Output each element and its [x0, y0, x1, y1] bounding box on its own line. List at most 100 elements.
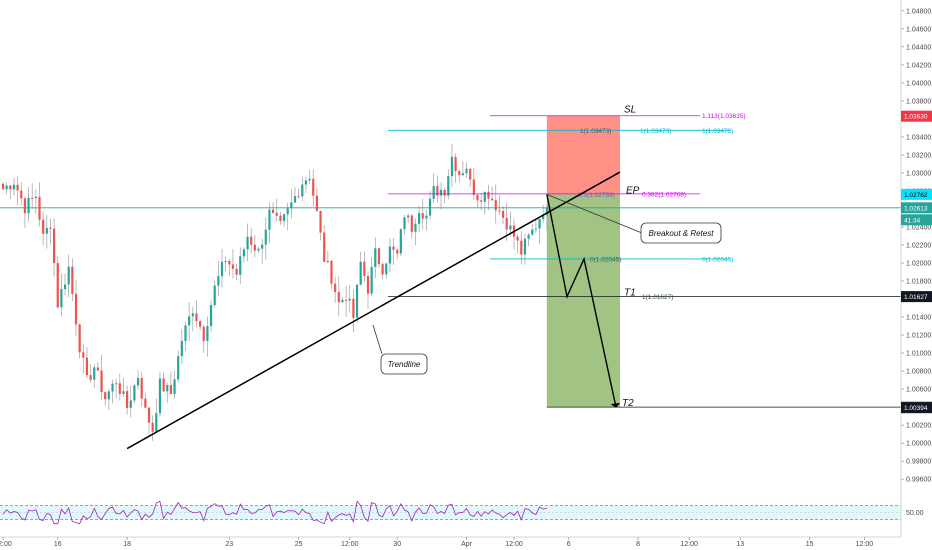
- candle-body[interactable]: [27, 197, 30, 214]
- candle-body[interactable]: [272, 209, 275, 213]
- breakout-callout-box[interactable]: [640, 222, 722, 244]
- candle-body[interactable]: [407, 215, 410, 218]
- candle-body[interactable]: [392, 246, 395, 250]
- candle-body[interactable]: [162, 378, 165, 392]
- candle-body[interactable]: [118, 383, 121, 394]
- candle-body[interactable]: [476, 194, 479, 201]
- candle-body[interactable]: [115, 383, 118, 385]
- candle-body[interactable]: [5, 185, 8, 190]
- candle-body[interactable]: [286, 208, 289, 215]
- candle-body[interactable]: [144, 398, 147, 408]
- candle-body[interactable]: [209, 305, 213, 326]
- candle-body[interactable]: [334, 283, 337, 293]
- candle-body[interactable]: [498, 210, 501, 212]
- candle-body[interactable]: [12, 184, 16, 190]
- candle-body[interactable]: [155, 413, 158, 432]
- candle-body[interactable]: [534, 228, 537, 230]
- candle-body[interactable]: [282, 214, 286, 221]
- trendline-callout-box[interactable]: [380, 353, 428, 375]
- candle-body[interactable]: [469, 168, 472, 180]
- candle-body[interactable]: [527, 234, 530, 239]
- candle-body[interactable]: [516, 236, 519, 241]
- candle-body[interactable]: [45, 227, 48, 234]
- candle-body[interactable]: [545, 207, 548, 216]
- candle-body[interactable]: [461, 173, 464, 176]
- trendline[interactable]: [126, 171, 621, 450]
- candle-body[interactable]: [213, 285, 216, 306]
- candle-body[interactable]: [180, 340, 183, 357]
- candle-body[interactable]: [242, 249, 245, 257]
- candle-body[interactable]: [133, 385, 136, 401]
- candle-body[interactable]: [49, 227, 52, 229]
- candle-body[interactable]: [82, 352, 85, 358]
- candle-body[interactable]: [107, 391, 110, 400]
- candle-body[interactable]: [542, 215, 545, 220]
- candle-body[interactable]: [290, 202, 293, 209]
- candle-body[interactable]: [443, 189, 446, 196]
- candle-body[interactable]: [381, 264, 384, 275]
- candle-body[interactable]: [439, 189, 443, 196]
- candle-body[interactable]: [520, 240, 523, 255]
- candle-body[interactable]: [458, 171, 461, 176]
- candle-body[interactable]: [538, 219, 541, 229]
- candle-body[interactable]: [100, 370, 103, 393]
- candle-body[interactable]: [399, 229, 402, 254]
- candle-body[interactable]: [126, 391, 129, 408]
- candle-body[interactable]: [377, 248, 381, 265]
- candle-body[interactable]: [228, 261, 231, 265]
- candle-body[interactable]: [23, 198, 26, 214]
- candle-body[interactable]: [447, 176, 450, 196]
- candle-body[interactable]: [89, 375, 92, 380]
- candle-body[interactable]: [414, 223, 417, 232]
- price-tag[interactable]: [901, 110, 932, 122]
- candle-body[interactable]: [319, 210, 322, 233]
- candle-body[interactable]: [250, 236, 253, 245]
- drawings[interactable]: 1.113(1.03635) 1(1.03473) 1(1.03473) 1(1.03…: [0, 105, 901, 450]
- candle-body[interactable]: [326, 260, 329, 262]
- candle-body[interactable]: [78, 324, 81, 353]
- candle-body[interactable]: [16, 184, 19, 191]
- candle-body[interactable]: [330, 260, 333, 284]
- candle-body[interactable]: [63, 284, 67, 290]
- candle-body[interactable]: [315, 195, 318, 211]
- candle-body[interactable]: [403, 217, 406, 230]
- candle-body[interactable]: [199, 321, 202, 327]
- candle-body[interactable]: [432, 186, 435, 199]
- candle-body[interactable]: [111, 383, 114, 392]
- candle-body[interactable]: [304, 180, 308, 185]
- candle-body[interactable]: [136, 378, 140, 386]
- candle-body[interactable]: [388, 246, 391, 264]
- candle-body[interactable]: [122, 391, 125, 394]
- candle-body[interactable]: [38, 196, 41, 220]
- candle-body[interactable]: [1, 183, 5, 190]
- candle-body[interactable]: [257, 248, 260, 251]
- candle-body[interactable]: [71, 266, 74, 294]
- candle-body[interactable]: [323, 232, 326, 262]
- rsi-pane[interactable]: 50.00: [0, 500, 924, 525]
- candle-body[interactable]: [275, 212, 278, 216]
- price-tag[interactable]: [901, 202, 932, 214]
- candle-body[interactable]: [268, 209, 271, 230]
- candle-body[interactable]: [158, 378, 162, 414]
- price-tag[interactable]: [901, 214, 932, 226]
- candle-body[interactable]: [195, 313, 198, 322]
- candle-body[interactable]: [147, 407, 151, 423]
- candle-body[interactable]: [494, 200, 497, 211]
- candle-body[interactable]: [104, 392, 107, 400]
- candle-body[interactable]: [217, 276, 220, 286]
- candle-body[interactable]: [491, 198, 494, 201]
- candle-body[interactable]: [202, 326, 205, 341]
- candle-body[interactable]: [42, 219, 45, 234]
- candle-body[interactable]: [239, 256, 242, 275]
- candle-body[interactable]: [166, 385, 169, 392]
- candle-body[interactable]: [505, 217, 508, 230]
- candle-body[interactable]: [74, 293, 78, 325]
- candle-body[interactable]: [472, 179, 475, 195]
- candle-body[interactable]: [396, 249, 399, 254]
- candle-body[interactable]: [264, 229, 267, 245]
- candle-body[interactable]: [140, 378, 143, 399]
- candle-body[interactable]: [465, 168, 468, 174]
- candlesticks[interactable]: [1, 144, 548, 441]
- candle-body[interactable]: [359, 261, 362, 285]
